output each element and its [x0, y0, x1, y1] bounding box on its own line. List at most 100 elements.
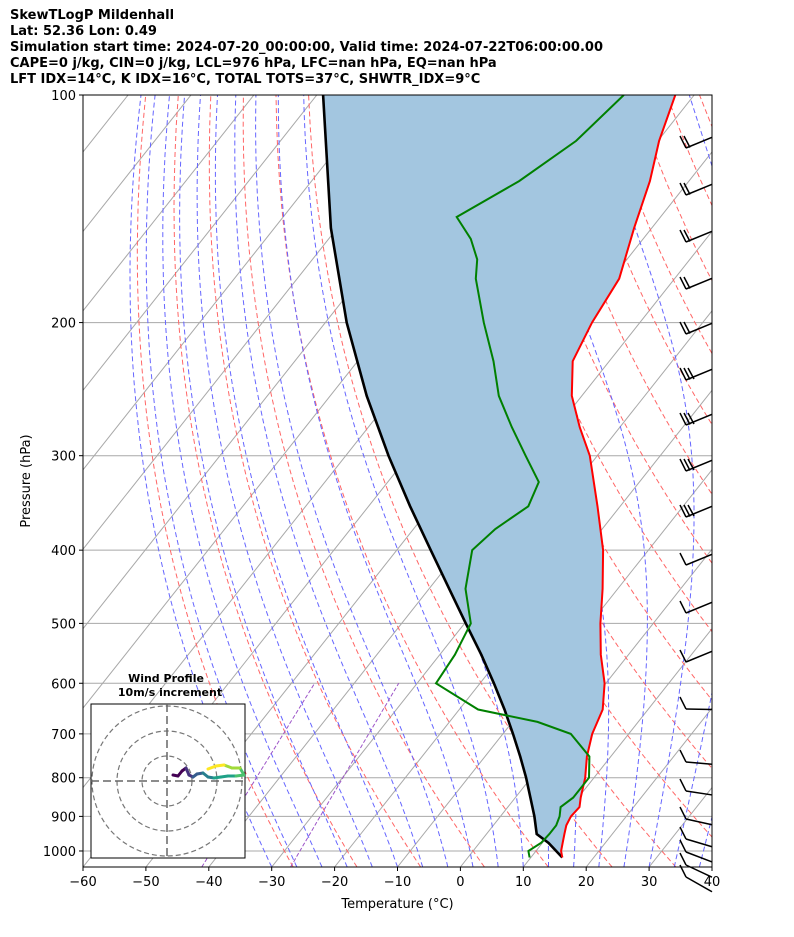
wind-barb: [679, 552, 713, 566]
dry-adiabat: [208, 95, 422, 867]
wind-barb: [679, 135, 713, 149]
moist-adiabat: [145, 95, 298, 867]
y-tick-label: 300: [51, 450, 76, 465]
moist-adiabat: [698, 815, 712, 867]
moist-adiabat: [750, 95, 794, 867]
x-tick-label: −50: [132, 875, 159, 890]
wind-barb-staff: [685, 818, 713, 826]
dewpoint-line: [434, 95, 625, 858]
inset-title: Wind Profile: [128, 672, 204, 685]
dry-adiabat: [633, 95, 712, 282]
wind-barb: [679, 806, 713, 826]
wind-barb: [679, 321, 713, 335]
wind-barb-flag: [679, 276, 687, 290]
chart-title: SkewTLogP Mildenhall: [10, 8, 175, 23]
wind-barb-staff: [685, 650, 713, 663]
x-tick-label: −30: [258, 875, 285, 890]
inset-subtitle: 10m/s increment: [118, 686, 222, 699]
mixing-ratio-line: [290, 683, 400, 867]
indices-line: CAPE=0 j/kg, CIN=0 j/kg, LCL=976 hPa, LF…: [10, 56, 497, 71]
wind-barb: [679, 367, 713, 381]
wind-barb-flag: [683, 504, 691, 517]
wind-barb-flag: [683, 182, 691, 195]
moist-adiabat: [517, 95, 648, 867]
wind-barb: [679, 778, 713, 796]
wind-barb-staff: [685, 876, 713, 893]
y-tick-label: 700: [51, 728, 76, 743]
wind-barb-staff: [685, 136, 713, 149]
wind-barb-staff: [685, 708, 713, 711]
wind-barb-flag: [679, 458, 687, 472]
wind-barb: [679, 649, 713, 663]
x-tick-label: 0: [456, 875, 464, 890]
wind-barb-flag: [679, 826, 687, 840]
wind-barb-flag: [679, 367, 687, 381]
wind-barb-staff: [685, 790, 713, 796]
wind-barb-flag: [679, 135, 687, 149]
dry-adiabat: [699, 95, 712, 128]
y-axis-label: Pressure (hPa): [19, 434, 34, 527]
dry-adiabat: [765, 95, 794, 867]
wind-barb-flag: [679, 412, 687, 426]
y-tick-label: 900: [51, 810, 76, 825]
dry-adiabat: [732, 95, 794, 867]
isotherm-line: [334, 389, 712, 867]
isotherm-line: [711, 866, 712, 867]
indices-line-2: LFT IDX=14°C, K IDX=16°C, TOTAL TOTS=37°…: [10, 72, 481, 87]
isotherm-line: [585, 707, 712, 867]
isotherm-line: [83, 95, 381, 471]
title-block: SkewTLogP Mildenhall Lat: 52.36 Lon: 0.4…: [10, 8, 790, 88]
x-tick-label: −10: [384, 875, 411, 890]
wind-barb-staff: [685, 368, 713, 381]
temperature-line: [560, 95, 677, 858]
wind-barb: [679, 412, 713, 426]
mixing-ratio-line: [201, 683, 316, 867]
wind-barb-flag: [679, 696, 687, 710]
dry-adiabat: [136, 95, 294, 867]
moist-adiabat: [214, 95, 398, 867]
wind-barb-flag: [687, 412, 695, 425]
wind-barb-flag: [683, 412, 691, 425]
moist-adiabat: [234, 95, 424, 867]
wind-barb: [679, 826, 713, 848]
moist-adiabat: [179, 95, 348, 867]
moist-adiabat: [162, 95, 323, 867]
x-axis-label: Temperature (°C): [340, 897, 453, 912]
x-tick-label: −60: [69, 875, 96, 890]
wind-barb-flag: [679, 182, 687, 196]
wind-barb-flag: [679, 504, 687, 518]
wind-barb-staff: [685, 413, 713, 426]
isotherm-line: [648, 786, 712, 867]
wind-barb-staff: [685, 601, 713, 614]
moist-adiabat: [593, 95, 695, 867]
moist-adiabat: [725, 95, 794, 867]
parcel-line: [321, 95, 564, 859]
dry-adiabat: [666, 95, 712, 207]
y-tick-label: 500: [51, 617, 76, 632]
wind-barb: [679, 696, 713, 711]
wind-barb-staff: [685, 838, 713, 848]
cin-shading: [323, 95, 676, 858]
wind-barb: [679, 839, 713, 863]
time-line: Simulation start time: 2024-07-20_00:00:…: [10, 40, 603, 55]
dry-adiabat: [242, 95, 485, 867]
isotherm-line: [83, 95, 255, 312]
wind-barb: [679, 749, 713, 765]
wind-barb-flag: [683, 229, 691, 242]
wind-barb-flag: [687, 504, 695, 517]
wind-barb-staff: [685, 505, 713, 518]
wind-barb-flag: [683, 321, 691, 334]
wind-barb-staff: [685, 459, 713, 472]
wind-barb-flag: [679, 600, 687, 614]
moist-adiabat: [673, 95, 712, 867]
wind-barb-flag: [683, 458, 691, 471]
isotherm-line: [397, 468, 712, 867]
wind-barb-flag: [679, 552, 687, 566]
wind-barb-flag: [679, 229, 687, 243]
wind-barb-flag: [679, 649, 687, 663]
wind-barb-flag: [679, 806, 687, 820]
wind-barb: [679, 458, 713, 472]
x-tick-label: 40: [704, 875, 721, 890]
wind-barb-flag: [683, 367, 691, 380]
y-tick-label: 600: [51, 677, 76, 692]
